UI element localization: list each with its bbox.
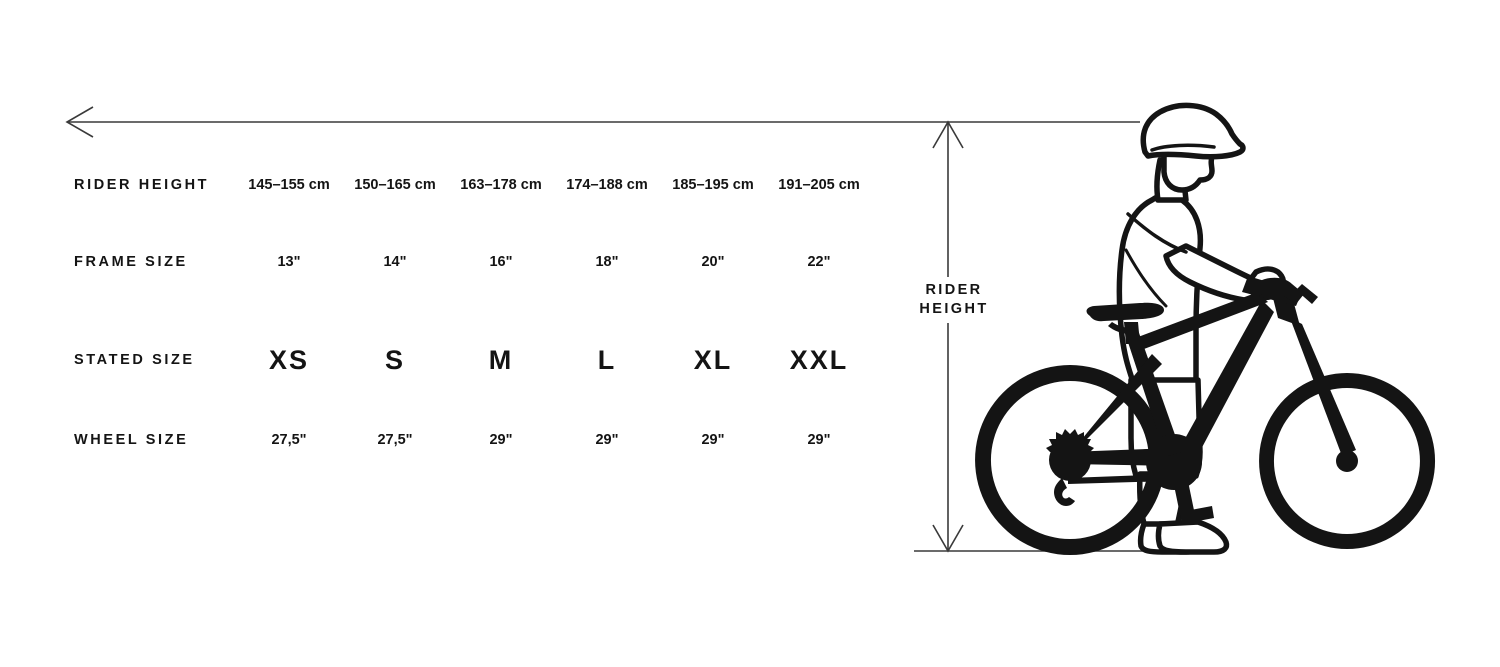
- fork: [1290, 318, 1356, 456]
- bicycle: [975, 276, 1436, 555]
- rider-height-dimension-label-line2: HEIGHT: [919, 301, 989, 317]
- rider-shoe-front: [1155, 519, 1230, 555]
- cell-stated-size-l: L: [597, 344, 617, 375]
- cell-rider-height-s: 150–165 cm: [354, 177, 436, 193]
- bar-end: [1296, 284, 1318, 304]
- seat-post: [1124, 322, 1140, 344]
- table-row-stated-size: STATED SIZE XS S M L XL XXL: [0, 336, 900, 384]
- rider-sleeve-seam: [1126, 212, 1188, 254]
- cell-frame-size-xxl: 22": [807, 254, 831, 270]
- cell-wheel-size-m: 29": [489, 432, 513, 448]
- rider-shoe-rear: [1137, 521, 1200, 555]
- rider-head: [1161, 111, 1221, 193]
- rider-shorts: [1128, 377, 1203, 479]
- cell-frame-size-m: 16": [489, 254, 513, 270]
- head-tube: [1270, 286, 1300, 326]
- rider-figure: [1116, 102, 1287, 555]
- cell-rider-height-m: 163–178 cm: [460, 177, 542, 193]
- rider-torso: [1116, 192, 1204, 407]
- rider-neck: [1154, 157, 1189, 203]
- rider-arm: [1163, 243, 1272, 304]
- table-row-frame-size: FRAME SIZE 13" 14" 16" 18" 20" 22": [0, 242, 900, 282]
- cell-stated-size-s: S: [384, 344, 405, 375]
- size-table: RIDER HEIGHT 145–155 cm 150–165 cm 163–1…: [0, 165, 900, 460]
- seat-tube: [1124, 330, 1186, 470]
- cell-wheel-size-xxl: 29": [807, 432, 831, 448]
- front-wheel: [1259, 373, 1436, 549]
- rider-height-dimension-label-line1: RIDER: [925, 282, 983, 298]
- cell-wheel-size-s: 27,5": [377, 432, 413, 448]
- handlebar-grip: [1258, 277, 1304, 304]
- row-cells-rider-height: 145–155 cm 150–165 cm 163–178 cm 174–188…: [236, 165, 884, 205]
- pedal: [1180, 506, 1214, 524]
- cell-stated-size-xs: XS: [268, 344, 310, 375]
- vertical-rider-height-arrow: [932, 120, 964, 553]
- rider-helmet: [1140, 102, 1246, 160]
- row-label-stated-size: STATED SIZE: [74, 352, 195, 368]
- cell-frame-size-s: 14": [383, 254, 407, 270]
- chain-upper: [1068, 448, 1172, 458]
- cell-rider-height-l: 174–188 cm: [566, 177, 648, 193]
- top-tube: [1130, 292, 1268, 352]
- row-cells-frame-size: 13" 14" 16" 18" 20" 22": [236, 242, 884, 282]
- table-row-rider-height: RIDER HEIGHT 145–155 cm 150–165 cm 163–1…: [0, 165, 900, 205]
- rider-hand: [1246, 266, 1287, 301]
- crank-arm: [1168, 452, 1196, 524]
- front-hub: [1336, 450, 1358, 472]
- saddle-rail: [1108, 322, 1132, 334]
- cell-stated-size-m: M: [488, 344, 514, 375]
- cassette-teeth: [1046, 429, 1094, 452]
- rear-derailleur: [1054, 478, 1075, 506]
- seat-stay: [1068, 354, 1162, 456]
- helmet-vent-line: [1150, 143, 1216, 152]
- handlebar-stem: [1242, 276, 1302, 306]
- bottom-bracket: [1146, 434, 1202, 490]
- cell-rider-height-xs: 145–155 cm: [248, 177, 330, 193]
- table-row-wheel-size: WHEEL SIZE 27,5" 27,5" 29" 29" 29" 29": [0, 420, 900, 460]
- cell-frame-size-xs: 13": [277, 254, 301, 270]
- cell-rider-height-xxl: 191–205 cm: [778, 177, 860, 193]
- saddle: [1086, 302, 1164, 322]
- rider-height-dimension-label: RIDER HEIGHT: [890, 277, 1018, 323]
- cell-stated-size-xxl: XXL: [789, 344, 849, 375]
- rider-shirt-fold: [1124, 248, 1168, 308]
- rear-hub-cassette: [1049, 439, 1091, 481]
- rider-legs: [1137, 471, 1189, 533]
- cell-wheel-size-l: 29": [595, 432, 619, 448]
- chain-stay: [1070, 452, 1176, 466]
- cell-wheel-size-xs: 27,5": [271, 432, 307, 448]
- rear-wheel: [975, 365, 1166, 555]
- cell-wheel-size-xl: 29": [701, 432, 725, 448]
- row-cells-wheel-size: 27,5" 27,5" 29" 29" 29" 29": [236, 420, 884, 460]
- row-label-rider-height: RIDER HEIGHT: [74, 177, 210, 193]
- cell-frame-size-xl: 20": [701, 254, 725, 270]
- down-tube: [1172, 300, 1274, 470]
- row-label-wheel-size: WHEEL SIZE: [74, 432, 189, 448]
- cell-stated-size-xl: XL: [693, 344, 733, 375]
- cell-frame-size-l: 18": [595, 254, 619, 270]
- cell-rider-height-xl: 185–195 cm: [672, 177, 754, 193]
- row-cells-stated-size: XS S M L XL XXL: [236, 336, 884, 384]
- row-label-frame-size: FRAME SIZE: [74, 254, 188, 270]
- chain-lower: [1068, 474, 1172, 484]
